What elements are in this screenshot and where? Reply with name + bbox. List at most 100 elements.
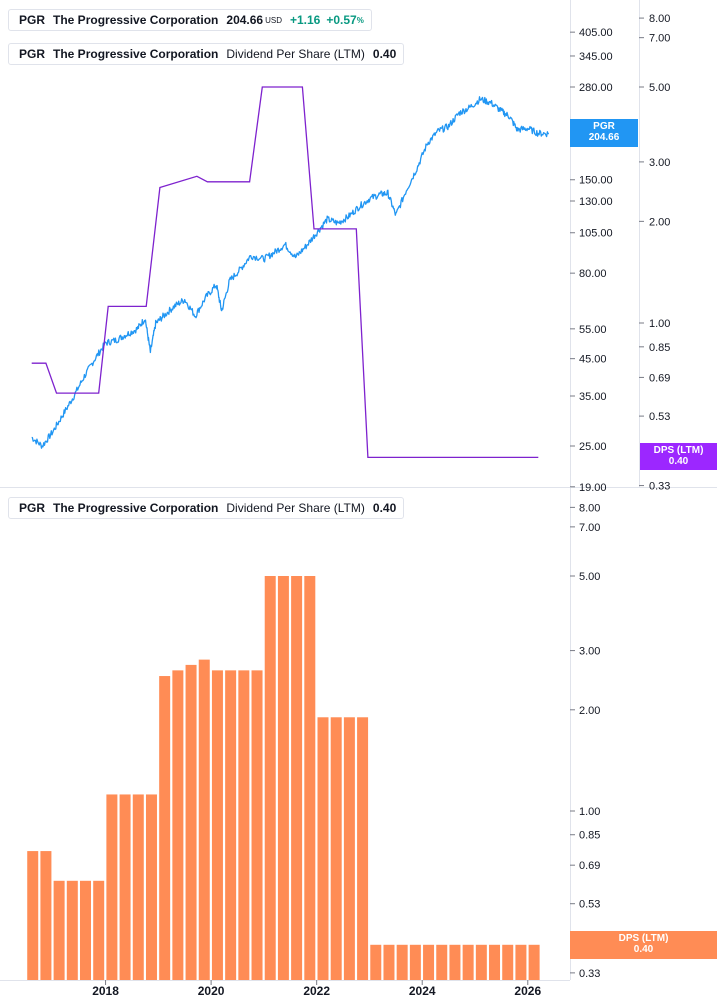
price-legend[interactable]: PGR The Progressive Corporation 204.66 U… bbox=[8, 9, 372, 31]
dps-top-last-tag-label: DPS (LTM) bbox=[653, 445, 704, 456]
dps-bar[interactable] bbox=[343, 717, 355, 980]
dps-axis-label-bottom: 1.00 bbox=[579, 806, 600, 818]
dps-bar[interactable] bbox=[515, 944, 527, 980]
dps-top-last-tag: DPS (LTM) 0.40 bbox=[640, 443, 717, 470]
dps-bottom-legend-name: The Progressive Corporation bbox=[53, 501, 219, 515]
dps-bar[interactable] bbox=[80, 880, 91, 980]
dps-bar[interactable] bbox=[383, 944, 395, 980]
price-axis-label: 405.00 bbox=[579, 27, 613, 39]
dps-bar[interactable] bbox=[462, 944, 474, 980]
dps-axis-label-top: 0.69 bbox=[649, 372, 670, 384]
price-axis-label: 280.00 bbox=[579, 82, 613, 94]
price-axis-label: 345.00 bbox=[579, 51, 613, 63]
dps-bar[interactable] bbox=[528, 944, 540, 980]
dps-bar[interactable] bbox=[264, 576, 276, 980]
price-legend-price: 204.66 bbox=[226, 13, 264, 27]
dps-bar[interactable] bbox=[198, 659, 210, 980]
dps-top-legend-name: The Progressive Corporation bbox=[53, 47, 219, 61]
dps-axis-label-top: 8.00 bbox=[649, 13, 670, 25]
dps-bar[interactable] bbox=[475, 944, 487, 980]
price-legend-change: +1.16 bbox=[289, 13, 321, 27]
dps-bar[interactable] bbox=[185, 664, 197, 980]
bottom-plot-area[interactable] bbox=[27, 576, 540, 980]
price-legend-name: The Progressive Corporation bbox=[53, 13, 219, 27]
dps-bar[interactable] bbox=[238, 670, 250, 980]
dps-axis-label-top: 0.33 bbox=[649, 481, 670, 493]
dps-axis-label-bottom: 0.69 bbox=[579, 860, 600, 872]
dps-axis-label-bottom: 8.00 bbox=[579, 502, 600, 514]
dps-top-legend-metric: Dividend Per Share (LTM) bbox=[226, 47, 365, 61]
dps-axis-label-top: 7.00 bbox=[649, 33, 670, 45]
dps-bar[interactable] bbox=[106, 794, 118, 980]
dps-bar[interactable] bbox=[159, 676, 171, 980]
price-legend-currency: USD bbox=[265, 15, 282, 25]
dps-bar[interactable] bbox=[53, 880, 65, 980]
dps-axis-label-top: 1.00 bbox=[649, 318, 670, 330]
dps-bar[interactable] bbox=[423, 944, 435, 980]
dps-axis-label-bottom: 7.00 bbox=[579, 522, 600, 534]
dps-bar[interactable] bbox=[211, 670, 223, 980]
dps-bar[interactable] bbox=[40, 851, 52, 980]
dps-bar[interactable] bbox=[225, 670, 237, 980]
dps-top-legend-value: 0.40 bbox=[372, 47, 397, 61]
price-axis-label: 25.00 bbox=[579, 441, 607, 453]
dps-bar[interactable] bbox=[330, 717, 342, 980]
dps-bar[interactable] bbox=[449, 944, 461, 980]
price-axis-label: 105.00 bbox=[579, 228, 613, 240]
dps-axis-label-bottom: 0.53 bbox=[579, 899, 600, 911]
price-axis-label: 19.00 bbox=[579, 482, 607, 494]
dps-bar[interactable] bbox=[172, 670, 184, 980]
dps-bar[interactable] bbox=[119, 794, 131, 980]
dps-top-legend-ticker: PGR bbox=[19, 47, 46, 61]
dps-bottom-legend[interactable]: PGR The Progressive Corporation Dividend… bbox=[8, 497, 404, 519]
dps-bar[interactable] bbox=[357, 717, 369, 980]
dps-bar[interactable] bbox=[396, 944, 408, 980]
dps-bar[interactable] bbox=[304, 576, 316, 980]
top-plot-area[interactable] bbox=[31, 86, 549, 459]
dps-bar[interactable] bbox=[145, 794, 157, 980]
dps-axis-label-top: 5.00 bbox=[649, 82, 670, 94]
dps-bottom-last-tag-value: 0.40 bbox=[633, 944, 654, 955]
dps-bar[interactable] bbox=[251, 670, 263, 980]
dps-bottom-legend-value: 0.40 bbox=[372, 501, 397, 515]
dps-bar[interactable] bbox=[132, 794, 144, 980]
dps-axis-label-top: 3.00 bbox=[649, 157, 670, 169]
dps-axis-label-top: 0.85 bbox=[649, 342, 670, 354]
price-last-tag-label: PGR bbox=[593, 121, 615, 132]
price-axis-label: 55.00 bbox=[579, 324, 607, 336]
dps-axis-label-bottom: 0.85 bbox=[579, 830, 600, 842]
dps-bar[interactable] bbox=[489, 944, 501, 980]
time-axis-label: 2024 bbox=[409, 984, 436, 998]
dps-axis-label-top: 0.53 bbox=[649, 411, 670, 423]
dps-top-legend[interactable]: PGR The Progressive Corporation Dividend… bbox=[8, 43, 404, 65]
dps-bar[interactable] bbox=[317, 717, 329, 980]
price-axis-label: 35.00 bbox=[579, 391, 607, 403]
price-series-line[interactable] bbox=[31, 96, 549, 449]
price-legend-pct-sign: % bbox=[356, 15, 364, 25]
dps-bottom-legend-ticker: PGR bbox=[19, 501, 46, 515]
time-axis-label: 2020 bbox=[198, 984, 225, 998]
price-axis-label: 130.00 bbox=[579, 196, 613, 208]
dps-bar[interactable] bbox=[27, 851, 39, 980]
dps-top-last-tag-value: 0.40 bbox=[668, 456, 689, 467]
price-legend-ticker: PGR bbox=[19, 13, 46, 27]
dps-bottom-last-tag: DPS (LTM) 0.40 bbox=[570, 931, 717, 959]
dps-bar[interactable] bbox=[66, 880, 78, 980]
chart-frame bbox=[0, 0, 717, 981]
time-axis-label: 2022 bbox=[303, 984, 330, 998]
price-last-tag-value: 204.66 bbox=[588, 132, 620, 143]
dps-bar[interactable] bbox=[291, 576, 303, 980]
dps-bottom-legend-metric: Dividend Per Share (LTM) bbox=[226, 501, 365, 515]
dps-bottom-last-tag-label: DPS (LTM) bbox=[618, 933, 669, 944]
dps-series-line[interactable] bbox=[31, 86, 539, 459]
dps-axis-label-bottom: 2.00 bbox=[579, 705, 600, 717]
time-axis-label: 2026 bbox=[514, 984, 541, 998]
axes-layer: 19.00 25.00 35.00 45.00 55.00 80.00 105.00 130.… bbox=[92, 13, 670, 998]
dps-bar[interactable] bbox=[436, 944, 448, 980]
dps-bar[interactable] bbox=[93, 880, 105, 980]
dps-bar[interactable] bbox=[502, 944, 514, 980]
dps-bar[interactable] bbox=[409, 944, 421, 980]
dps-bar[interactable] bbox=[370, 944, 382, 980]
dps-bar[interactable] bbox=[277, 576, 289, 980]
